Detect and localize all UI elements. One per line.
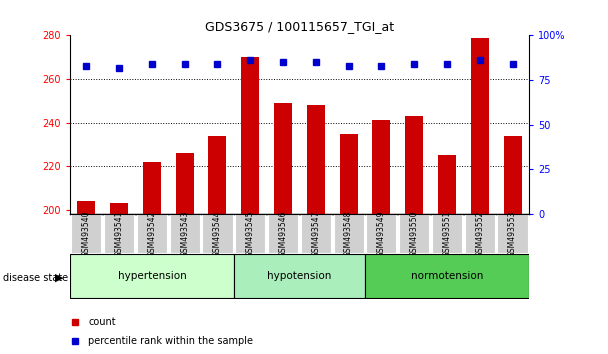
Bar bbox=[372, 120, 390, 214]
Bar bbox=[110, 203, 128, 214]
Text: hypertension: hypertension bbox=[117, 271, 186, 281]
Text: GSM493551: GSM493551 bbox=[443, 210, 452, 257]
Bar bbox=[70, 254, 234, 298]
Bar bbox=[170, 214, 200, 253]
Text: GSM493542: GSM493542 bbox=[147, 210, 156, 257]
Bar bbox=[77, 201, 95, 214]
Bar bbox=[365, 254, 529, 298]
Bar bbox=[209, 136, 227, 214]
Bar bbox=[340, 133, 358, 214]
Bar bbox=[432, 214, 462, 253]
Bar bbox=[241, 57, 259, 214]
Text: normotension: normotension bbox=[411, 271, 483, 281]
Bar bbox=[274, 103, 292, 214]
Bar bbox=[268, 214, 298, 253]
Text: GSM493544: GSM493544 bbox=[213, 210, 222, 257]
Bar bbox=[71, 214, 102, 253]
Bar bbox=[399, 214, 429, 253]
Bar bbox=[301, 214, 331, 253]
Title: GDS3675 / 100115657_TGI_at: GDS3675 / 100115657_TGI_at bbox=[205, 20, 394, 33]
Text: GSM493550: GSM493550 bbox=[410, 210, 419, 257]
Bar bbox=[334, 214, 364, 253]
Bar bbox=[176, 153, 194, 214]
Bar bbox=[405, 116, 423, 214]
Bar bbox=[471, 38, 489, 214]
Bar bbox=[234, 254, 365, 298]
Text: disease state: disease state bbox=[3, 273, 68, 283]
Text: GSM493540: GSM493540 bbox=[82, 210, 91, 257]
Text: percentile rank within the sample: percentile rank within the sample bbox=[88, 336, 254, 346]
Bar bbox=[465, 214, 495, 253]
Text: count: count bbox=[88, 316, 116, 327]
Bar bbox=[307, 105, 325, 214]
Text: GSM493552: GSM493552 bbox=[475, 210, 485, 257]
Bar bbox=[367, 214, 396, 253]
Bar bbox=[438, 155, 456, 214]
Text: GSM493546: GSM493546 bbox=[278, 210, 288, 257]
Bar bbox=[104, 214, 134, 253]
Text: ▶: ▶ bbox=[55, 273, 64, 283]
Text: GSM493549: GSM493549 bbox=[377, 210, 386, 257]
Text: GSM493541: GSM493541 bbox=[114, 210, 123, 257]
Bar bbox=[202, 214, 232, 253]
Text: GSM493547: GSM493547 bbox=[311, 210, 320, 257]
Bar bbox=[503, 136, 522, 214]
Bar bbox=[235, 214, 265, 253]
Text: GSM493543: GSM493543 bbox=[180, 210, 189, 257]
Bar bbox=[137, 214, 167, 253]
Text: GSM493553: GSM493553 bbox=[508, 210, 517, 257]
Bar bbox=[497, 214, 528, 253]
Text: GSM493548: GSM493548 bbox=[344, 210, 353, 257]
Text: GSM493545: GSM493545 bbox=[246, 210, 255, 257]
Bar bbox=[143, 162, 161, 214]
Text: hypotension: hypotension bbox=[268, 271, 331, 281]
